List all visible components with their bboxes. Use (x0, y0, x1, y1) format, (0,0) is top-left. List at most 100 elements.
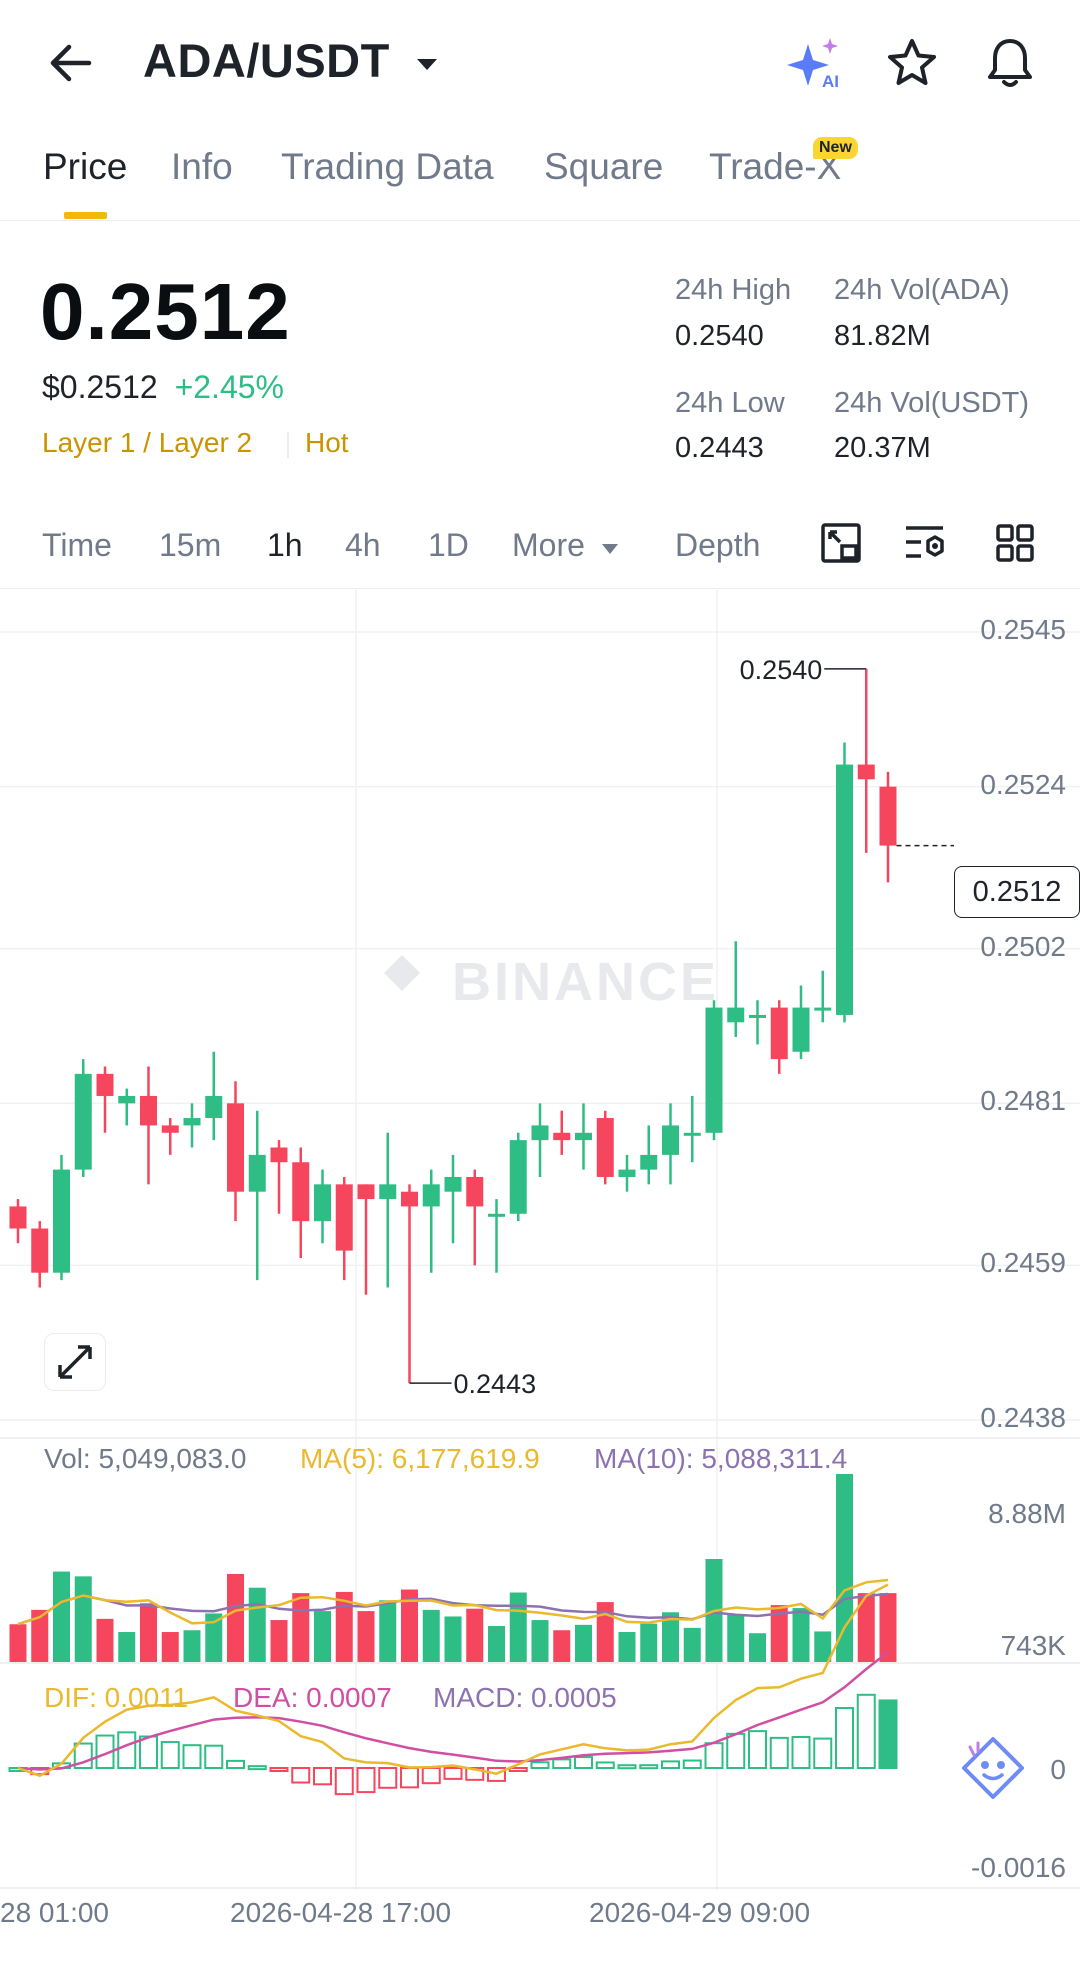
tag-hot[interactable]: Hot (305, 427, 349, 458)
candle-body (727, 1007, 745, 1023)
volume-bar (618, 1632, 636, 1662)
price-axis-label: 0.2459 (980, 1247, 1066, 1279)
candle-body (357, 1184, 375, 1200)
volume-bar (531, 1620, 549, 1662)
usd-price-line: $0.2512 +2.45% (42, 369, 284, 406)
vol-ma10-legend: MA(10): 5,088,311.4 (594, 1443, 848, 1474)
depth-tab[interactable]: Depth (675, 527, 761, 563)
volume-bar (553, 1630, 571, 1662)
volume-bar (879, 1593, 897, 1662)
interval-15m[interactable]: 15m (159, 527, 222, 563)
vol-legend: Vol: 5,049,083.0 (44, 1443, 247, 1474)
tab-info[interactable]: Info (171, 146, 233, 187)
current-price-tag: 0.2512 (954, 866, 1080, 918)
macd-histogram-bar (160, 1741, 180, 1769)
macd-dif-line (17, 1583, 889, 1778)
vol-base-label: 24h Vol(ADA) (834, 274, 1010, 306)
volume-bar (335, 1591, 353, 1662)
macd-histogram-bar (378, 1767, 398, 1789)
interval-1d[interactable]: 1D (428, 527, 469, 563)
price-axis-label: 0.2438 (980, 1402, 1066, 1433)
caret-down-icon (417, 58, 438, 70)
tab-square[interactable]: Square (544, 146, 664, 187)
macd-histogram-bar (769, 1736, 789, 1770)
macd-histogram-bar (835, 1707, 854, 1769)
vol-axis-top: 8.88M (988, 1498, 1066, 1529)
time-label-1: 28 01:00 (0, 1897, 109, 1928)
volume-bar (314, 1611, 331, 1662)
macd-histogram-bar (704, 1742, 724, 1769)
tabs-divider (0, 220, 1080, 221)
ai-assistant-button[interactable]: AI (786, 34, 846, 92)
volume-bar (662, 1612, 679, 1662)
volume-bar (422, 1609, 440, 1662)
candle-body (444, 1176, 462, 1192)
volume-bar (749, 1633, 766, 1662)
change-percent: +2.45% (174, 369, 284, 405)
candle-body (53, 1169, 70, 1273)
volume-bar (727, 1614, 745, 1662)
macd-histogram-bar (421, 1767, 441, 1785)
interval-4h[interactable]: 4h (345, 527, 381, 563)
price-axis-label: 0.2545 (980, 614, 1066, 645)
macd-histogram-bar (639, 1764, 659, 1770)
macd-histogram-bar (813, 1737, 833, 1770)
volume-bar (770, 1605, 788, 1662)
macd-histogram-bar (661, 1760, 680, 1769)
tag-separator (287, 432, 289, 458)
favorite-button[interactable] (882, 34, 942, 92)
tag-layer[interactable]: Layer 1 / Layer 2 (42, 427, 253, 458)
tab-price[interactable]: Price (43, 146, 128, 187)
interval-time[interactable]: Time (42, 527, 112, 563)
volume-bar (270, 1620, 288, 1662)
back-button[interactable] (40, 38, 100, 88)
candle-body (183, 1118, 201, 1126)
volume-bar (227, 1573, 244, 1662)
macd-histogram-bar (139, 1735, 158, 1770)
tab-trading-data[interactable]: Trading Data (281, 146, 494, 187)
candle-body (836, 764, 853, 1015)
caret-down-icon (601, 544, 618, 554)
alert-button[interactable] (980, 34, 1040, 92)
volume-bar (683, 1627, 701, 1662)
pair-selector[interactable]: ADA/USDT (143, 33, 441, 88)
macd-histogram-bar (465, 1767, 485, 1781)
binance-watermark: BINANCE (384, 952, 716, 1012)
interval-more[interactable]: More (512, 527, 620, 564)
high-label: 24h High (675, 274, 792, 306)
macd-histogram-bar (400, 1767, 419, 1789)
indicator-settings-button[interactable] (903, 520, 949, 566)
macd-histogram-bar (552, 1758, 572, 1770)
candle-body (662, 1125, 679, 1155)
macd-histogram-bar (682, 1759, 702, 1769)
fullscreen-button[interactable] (818, 520, 864, 566)
candle-body (531, 1125, 549, 1141)
volume-bar (248, 1587, 266, 1662)
bell-icon (988, 39, 1032, 87)
candle-body (227, 1103, 244, 1192)
macd-histogram-bar (356, 1767, 376, 1794)
expand-arrows-icon (58, 1345, 92, 1379)
candle-body (292, 1162, 310, 1222)
vol-quote-label: 24h Vol(USDT) (834, 387, 1030, 419)
macd-histogram-bar (182, 1744, 202, 1769)
volume-bar (74, 1576, 92, 1662)
chart-zoom-button[interactable] (44, 1333, 106, 1391)
price-axis-label: 0.2524 (980, 768, 1066, 800)
candle-body (705, 1007, 723, 1133)
candle-body (401, 1191, 418, 1207)
interval-1h[interactable]: 1h (267, 527, 303, 563)
candle-body (205, 1095, 223, 1119)
assistant-bot-button[interactable] (958, 1735, 1028, 1805)
macd-histogram-bar (530, 1761, 550, 1770)
candle-body (640, 1154, 658, 1170)
volume-bar (444, 1616, 462, 1662)
candle-body (509, 1140, 527, 1214)
layout-grid-button[interactable] (992, 520, 1038, 566)
volume-bar (161, 1632, 179, 1662)
candle-body (118, 1095, 136, 1104)
macd-histogram-bar (748, 1730, 767, 1770)
price-chart[interactable]: BINANCE 0.2540 0.2443 (0, 590, 1080, 1925)
vol-quote-value: 20.37M (834, 432, 931, 464)
volume-bar (53, 1571, 70, 1662)
